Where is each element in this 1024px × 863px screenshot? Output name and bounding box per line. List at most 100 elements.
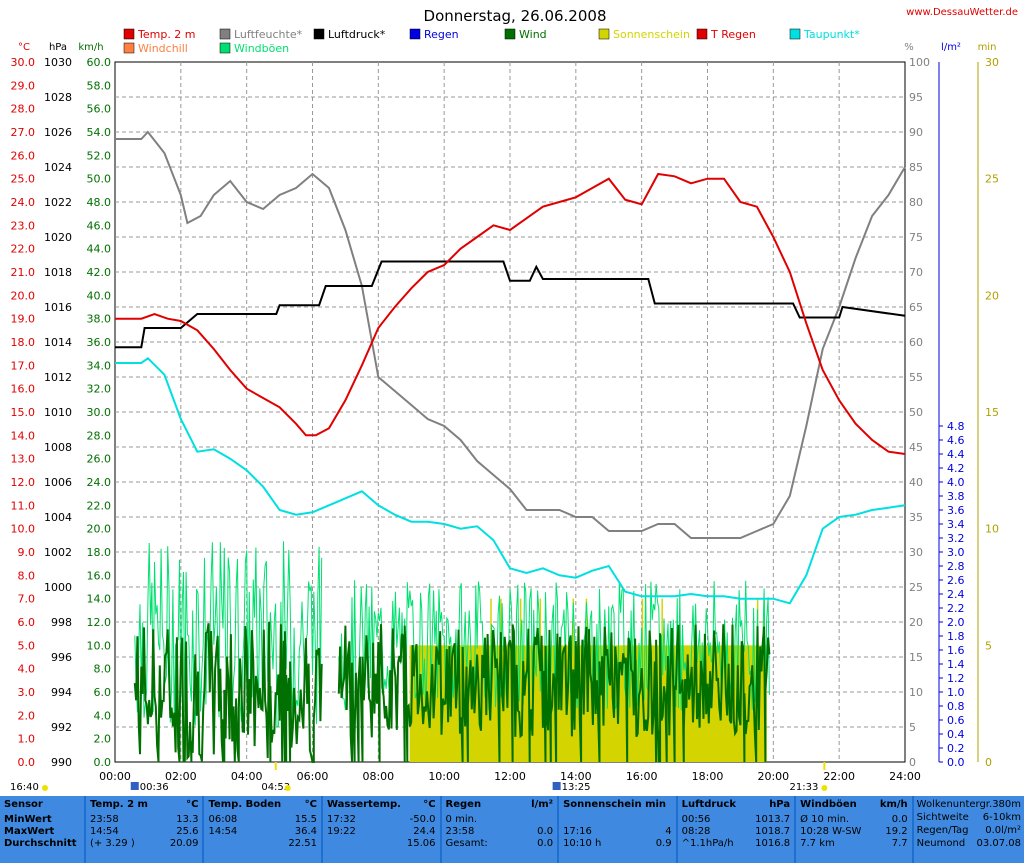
humidity-axis-tick: 5 bbox=[909, 721, 916, 734]
site-link[interactable]: www.DessauWetter.de bbox=[906, 7, 1018, 18]
stats-row: (+ 3.29 ) 20.09 bbox=[86, 838, 203, 850]
temp-axis-tick: 13.0 bbox=[11, 453, 36, 466]
wind-axis-tick: 4.0 bbox=[94, 709, 112, 722]
stats-row bbox=[559, 814, 676, 826]
rain-unit: l/m² bbox=[941, 42, 961, 53]
pressure-axis-tick: 1012 bbox=[44, 371, 72, 384]
windboeen-line bbox=[338, 580, 770, 711]
temp-axis-tick: 27.0 bbox=[11, 126, 36, 139]
wind-line bbox=[133, 621, 323, 763]
wind-axis-tick: 48.0 bbox=[87, 196, 112, 209]
stats-row: 00:56 1013.7 bbox=[678, 814, 795, 826]
stats-row: MinWert bbox=[0, 814, 84, 826]
wind-axis-tick: 22.0 bbox=[87, 499, 112, 512]
humidity-axis-tick: 60 bbox=[909, 336, 923, 349]
stats-header-unit: °C bbox=[304, 799, 317, 810]
wind-axis-tick: 0.0 bbox=[94, 756, 112, 769]
stats-row: 06:08 15.5 bbox=[204, 814, 321, 826]
side-label: Sichtweite bbox=[916, 812, 969, 823]
humidity-axis-tick: 15 bbox=[909, 651, 923, 664]
stats-column: Windböen km/h Ø 10 min. 0.0 10:28 W-SW 19.2 7.… bbox=[796, 796, 912, 863]
stats-row: 14:54 36.4 bbox=[204, 826, 321, 838]
rain-axis-tick: 4.8 bbox=[947, 420, 965, 433]
stats-header-title: Sonnenschein min bbox=[563, 799, 667, 810]
stats-row: 23:58 0.0 bbox=[442, 826, 558, 838]
legend-swatch bbox=[219, 28, 231, 40]
humidity-unit: % bbox=[904, 42, 914, 53]
side-label: Regen/Tag bbox=[916, 825, 969, 836]
windboeen-series bbox=[134, 541, 770, 728]
pressure-axis-tick: 1000 bbox=[44, 581, 72, 594]
temp-axis-tick: 19.0 bbox=[11, 313, 36, 326]
pressure-axis-tick: 990 bbox=[51, 756, 72, 769]
x-tick-label: 22:00 bbox=[823, 770, 855, 783]
legend-label: Taupunkt* bbox=[803, 28, 860, 41]
stats-header-title: Wassertemp. bbox=[327, 799, 401, 810]
legend-label: Luftdruck* bbox=[328, 28, 386, 41]
stats-row: 0 min. bbox=[442, 814, 558, 826]
humidity-axis-tick: 65 bbox=[909, 301, 923, 314]
humidity-axis-tick: 35 bbox=[909, 511, 923, 524]
temp-axis-tick: 6.0 bbox=[18, 616, 36, 629]
stats-cell-value: 36.4 bbox=[294, 826, 317, 837]
wind-axis-tick: 8.0 bbox=[94, 663, 112, 676]
sunshine-spike bbox=[519, 598, 522, 762]
wind-axis-tick: 32.0 bbox=[87, 383, 112, 396]
stats-cell-value: 20.09 bbox=[169, 838, 199, 849]
stats-column-header: Temp. 2 m °C bbox=[86, 796, 203, 814]
stats-column-header: Wassertemp. °C bbox=[323, 796, 440, 814]
stats-column: Sonnenschein min 17:16 4 10:10 h 0.9 bbox=[559, 796, 676, 863]
x-tick-label: 24:00 bbox=[889, 770, 921, 783]
stats-cell-label: 08:28 bbox=[681, 826, 711, 837]
stats-header-title: Temp. 2 m bbox=[89, 799, 148, 810]
stats-column: Sensor MinWert MaxWert Durchschnitt bbox=[0, 796, 84, 863]
legend-swatch bbox=[598, 28, 610, 40]
wind-axis-tick: 20.0 bbox=[87, 523, 112, 536]
stats-cell-value: 25.6 bbox=[176, 826, 199, 837]
humidity-axis-tick: 70 bbox=[909, 266, 923, 279]
stats-row: Durchschnitt bbox=[0, 838, 84, 850]
pressure-axis-tick: 992 bbox=[51, 721, 72, 734]
stats-cell-value: 15.06 bbox=[406, 838, 436, 849]
temp-axis-tick: 21.0 bbox=[11, 266, 36, 279]
rain-axis-tick: 3.6 bbox=[947, 504, 965, 517]
wind-axis-tick: 40.0 bbox=[87, 289, 112, 302]
sunshine-spike bbox=[661, 598, 663, 762]
stats-row: 23:58 13.3 bbox=[86, 814, 203, 826]
temp-axis-tick: 15.0 bbox=[11, 406, 36, 419]
moon2-label: 13:25 bbox=[562, 782, 591, 793]
wind-axis-tick: 38.0 bbox=[87, 313, 112, 326]
stats-side-panel: Wolkenuntergr. 380m Sichtweite 6-10km Regen/… bbox=[913, 796, 1024, 863]
wind-axis-tick: 2.0 bbox=[94, 733, 112, 746]
pressure-axis-tick: 1010 bbox=[44, 406, 72, 419]
pressure-axis-tick: 1016 bbox=[44, 301, 72, 314]
stats-row: 17:32 -50.0 bbox=[323, 814, 440, 826]
temp-axis-tick: 8.0 bbox=[18, 569, 36, 582]
humidity-axis-tick: 25 bbox=[909, 581, 923, 594]
temp-axis-tick: 29.0 bbox=[11, 79, 36, 92]
stats-cell-label: 19:22 bbox=[327, 826, 356, 837]
legend-swatch bbox=[409, 28, 421, 40]
humidity-axis-tick: 85 bbox=[909, 161, 923, 174]
sunrise-dot bbox=[284, 785, 291, 791]
wind-axis-tick: 44.0 bbox=[87, 243, 112, 256]
x-tick-label: 06:00 bbox=[297, 770, 329, 783]
axes: 0.0 1.0 2.0 3.0 4.0 5.0 6.0 7.0 8.0 9.0 10.0 11.0 12… bbox=[11, 56, 1000, 783]
pressure-axis-tick: 1020 bbox=[44, 231, 72, 244]
pressure-axis-tick: 998 bbox=[51, 616, 72, 629]
series-luftfeuchte- bbox=[115, 130, 906, 539]
side-row: Wolkenuntergr. 380m bbox=[917, 798, 1021, 811]
stats-cell-value: 13.3 bbox=[176, 814, 199, 825]
rain-axis-tick: 2.6 bbox=[947, 574, 965, 587]
humidity-axis-tick: 90 bbox=[909, 126, 923, 139]
humidity-axis-tick: 30 bbox=[909, 546, 923, 559]
stats-cell-value: 24.4 bbox=[413, 826, 436, 837]
stats-column-header: Windböen km/h bbox=[796, 796, 912, 814]
temp-axis-tick: 5.0 bbox=[18, 639, 36, 652]
temp-axis-tick: 9.0 bbox=[18, 546, 36, 559]
x-tick-label: 18:00 bbox=[692, 770, 724, 783]
sun-axis-tick: 0 bbox=[985, 756, 992, 769]
wind-axis-tick: 34.0 bbox=[87, 359, 112, 372]
stats-header-title: Temp. Boden bbox=[208, 799, 282, 810]
wind-axis-tick: 36.0 bbox=[87, 336, 112, 349]
